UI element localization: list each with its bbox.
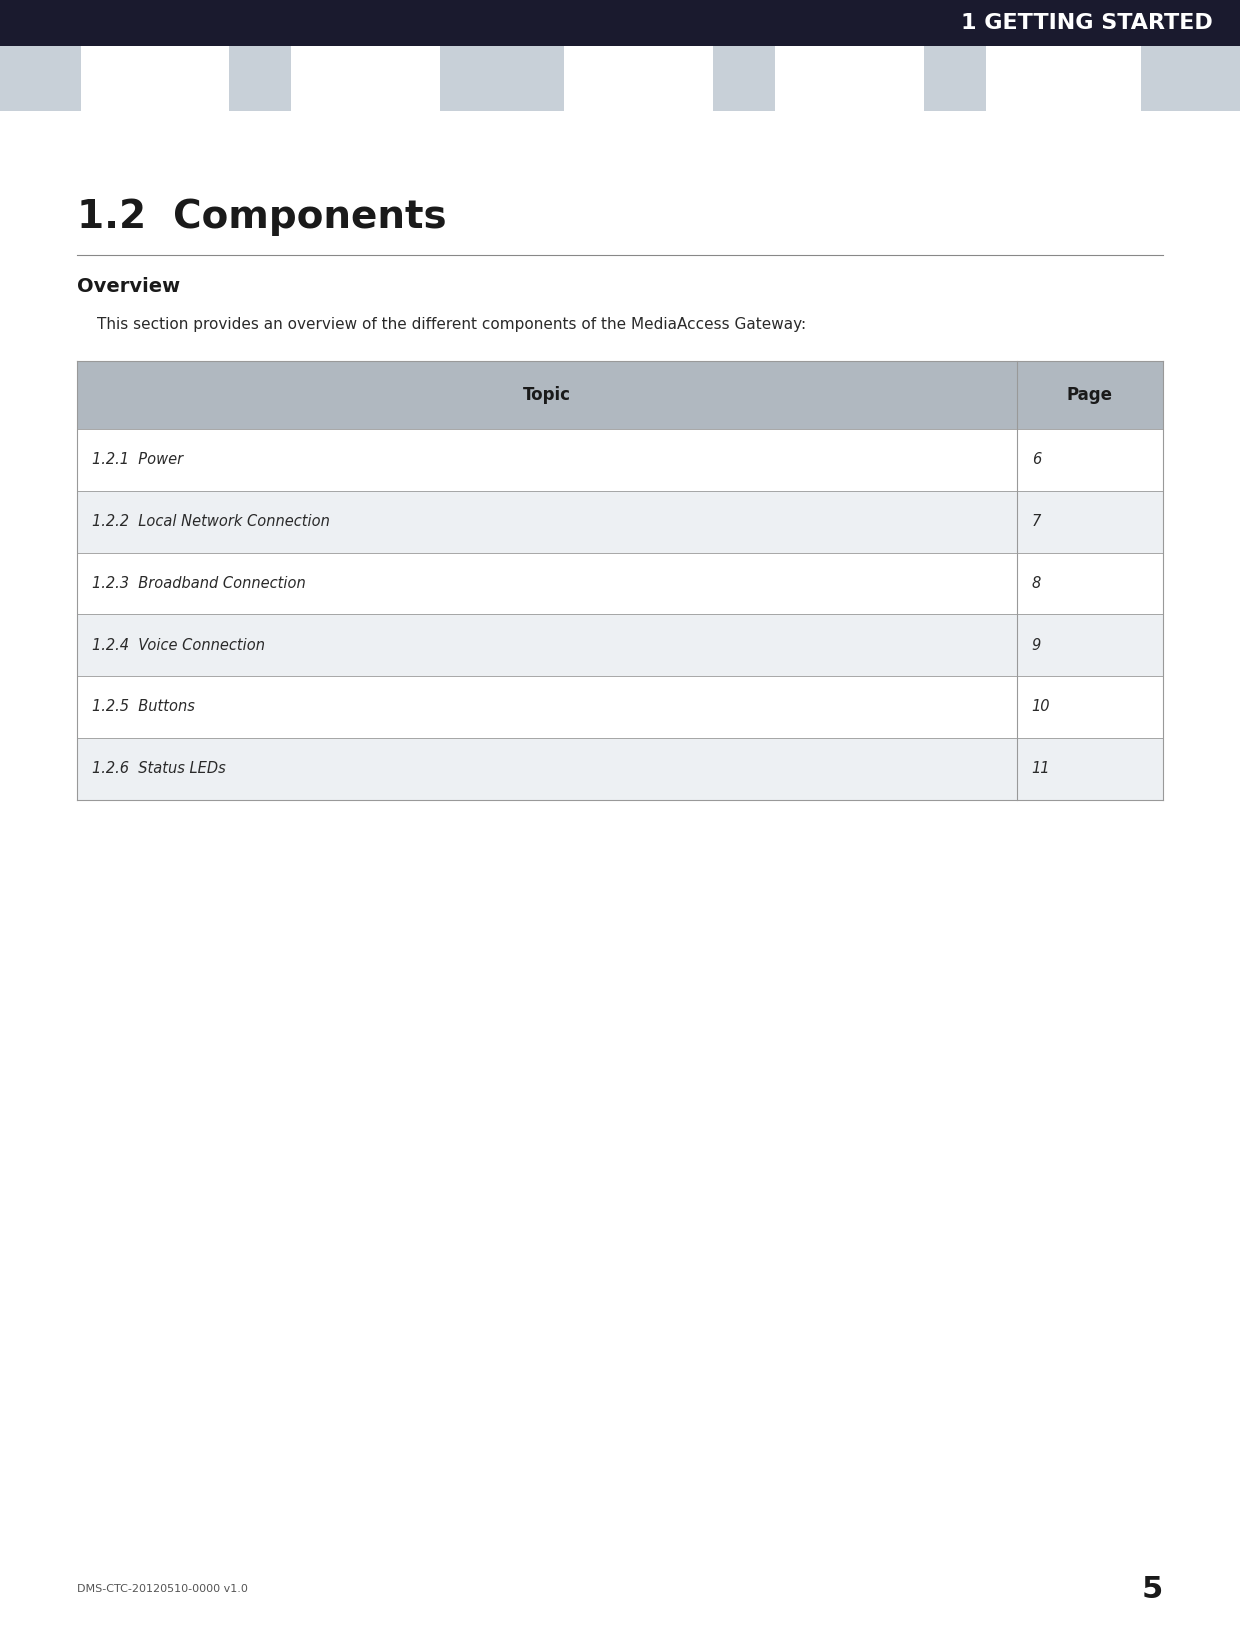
Text: 5: 5 [1142,1575,1163,1604]
Text: This section provides an overview of the different components of the MediaAccess: This section provides an overview of the… [97,317,806,331]
Bar [77,429,1163,491]
Bar [0,46,1240,111]
Text: 1.2.6  Status LEDs: 1.2.6 Status LEDs [92,760,226,777]
Bar [564,46,713,111]
Text: 1.2.1  Power: 1.2.1 Power [92,452,182,468]
Bar [77,676,1163,738]
Text: 1.2  Components: 1.2 Components [77,198,446,236]
Text: 10: 10 [1032,699,1050,715]
Text: 1.2.3  Broadband Connection: 1.2.3 Broadband Connection [92,575,305,592]
Bar [986,46,1141,111]
Text: 11: 11 [1032,760,1050,777]
Text: DMS-CTC-20120510-0000 v1.0: DMS-CTC-20120510-0000 v1.0 [77,1584,248,1594]
Bar [0,0,1240,46]
Bar [77,361,1163,429]
Text: 8: 8 [1032,575,1040,592]
Text: Page: Page [1066,385,1114,405]
Text: 7: 7 [1032,514,1040,530]
Text: 9: 9 [1032,637,1040,653]
Bar [77,491,1163,552]
Text: 6: 6 [1032,452,1040,468]
Bar [775,46,924,111]
Bar [77,738,1163,800]
Bar [77,614,1163,676]
Bar [77,552,1163,614]
Text: Topic: Topic [523,385,570,405]
Text: 1.2.4  Voice Connection: 1.2.4 Voice Connection [92,637,265,653]
Bar [81,46,229,111]
Text: 1.2.2  Local Network Connection: 1.2.2 Local Network Connection [92,514,330,530]
Text: 1 GETTING STARTED: 1 GETTING STARTED [961,13,1213,32]
Text: Overview: Overview [77,276,180,296]
Text: 1.2.5  Buttons: 1.2.5 Buttons [92,699,195,715]
Bar [291,46,440,111]
